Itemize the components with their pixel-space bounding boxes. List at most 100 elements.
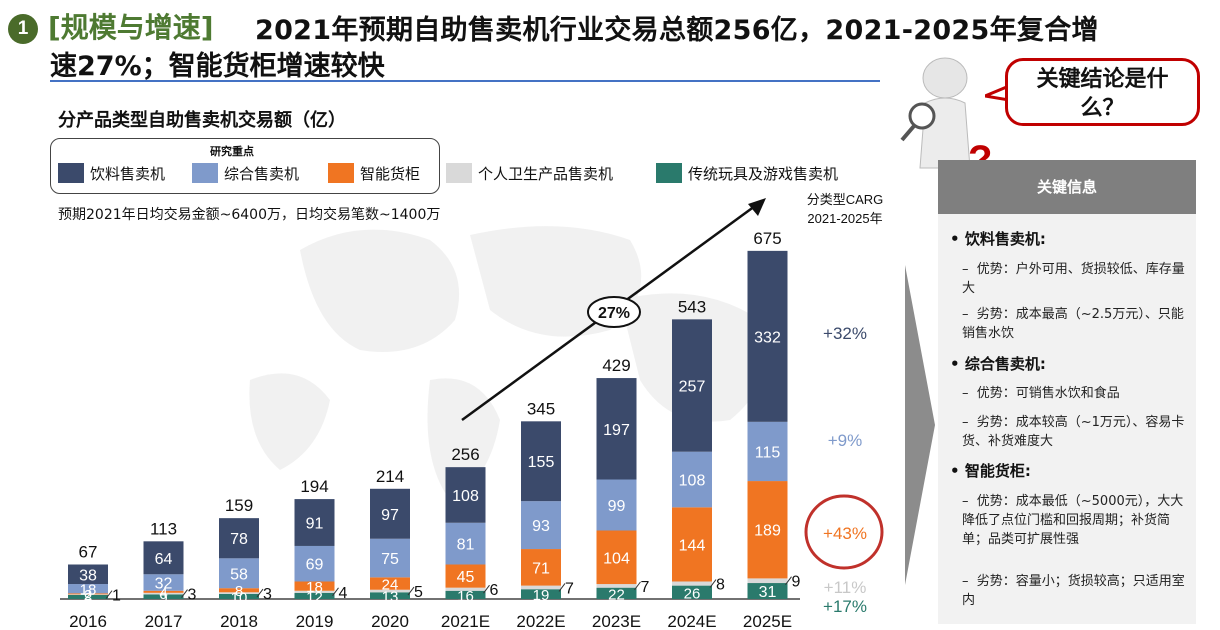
bar-segment-2020-4 <box>370 488 410 539</box>
data-label-2025E-3: 115 <box>755 444 781 461</box>
bar-segment-2019-0 <box>294 592 335 599</box>
bars-group <box>68 250 788 599</box>
thinking-figure-icon: ? <box>900 57 992 182</box>
legend-label-beverage: 饮料售卖机 <box>90 164 166 183</box>
data-label-2023E-2: 104 <box>603 550 630 567</box>
bar-segment-2020-0 <box>370 592 410 599</box>
leader-line-2016 <box>105 590 113 599</box>
carg-smart-cabinet: +43% <box>823 524 867 543</box>
header-divider <box>50 80 880 82</box>
callout-tail <box>985 84 1009 102</box>
total-label-2017: 113 <box>150 519 177 538</box>
callout-line2: 么？ <box>1080 96 1125 121</box>
bar-segment-2019-4 <box>294 499 335 546</box>
data-label-2017-0: 9 <box>159 590 167 607</box>
data-label-2016-3: 18 <box>80 582 97 599</box>
bar-segment-2024E-0 <box>672 585 712 599</box>
x-tick-2016: 2016 <box>69 612 107 630</box>
total-label-2018: 159 <box>225 496 253 515</box>
bar-segment-2019-3 <box>294 545 335 582</box>
data-label-2025E-4: 332 <box>754 329 781 346</box>
data-label-2023E-0: 22 <box>608 586 625 603</box>
bar-segment-2021E-1 <box>445 587 486 591</box>
bar-segment-2020-3 <box>370 538 410 578</box>
callout-line1: 关键结论是什 <box>1036 67 1169 92</box>
bar-segment-2018-0 <box>219 593 259 599</box>
legend-item-combo: 综合售卖机 <box>192 160 299 186</box>
data-label-2019-2: 18 <box>306 579 323 596</box>
leader-line-2018 <box>256 588 264 598</box>
panel-heading-combo: • 综合售卖机: <box>950 355 1046 373</box>
data-label-2022E-3: 93 <box>532 518 550 535</box>
bar-segment-2019-1 <box>294 590 335 593</box>
total-label-2022E: 345 <box>527 399 555 418</box>
legend-label-toys: 传统玩具及游戏售卖机 <box>688 164 839 183</box>
bar-segment-2017-0 <box>143 594 184 599</box>
data-label-2025E-1: 9 <box>792 574 801 591</box>
carg-combo: +9% <box>827 431 863 450</box>
bar-segment-2019-2 <box>294 581 335 591</box>
data-label-2025E-0: 31 <box>759 584 777 601</box>
data-label-2016-0: 8 <box>84 590 92 607</box>
carg-header: 分类型CARG 2021-2025年 <box>790 190 900 228</box>
bar-segment-2017-1 <box>143 592 184 595</box>
data-label-2021E-2: 45 <box>457 569 475 586</box>
bar-segment-2025E-2 <box>747 481 788 579</box>
leader-line-2020 <box>407 586 415 596</box>
x-tick-2021E: 2021E <box>441 612 490 630</box>
data-label-2021E-4: 108 <box>452 488 479 505</box>
x-tick-2018: 2018 <box>220 612 258 630</box>
bar-segment-2024E-4 <box>672 319 712 452</box>
x-tick-2020: 2020 <box>371 612 409 630</box>
legend-swatch-hygiene <box>446 163 472 183</box>
total-label-2025E: 675 <box>753 229 781 248</box>
growth-arrow-head <box>748 198 766 216</box>
legend-label-hygiene: 个人卫生产品售卖机 <box>478 164 614 183</box>
bar-segment-2016-3 <box>68 584 108 594</box>
bar-segment-2016-2 <box>68 593 108 595</box>
legend-item-toys: 传统玩具及游戏售卖机 <box>656 160 838 186</box>
page-title-line2: 速27%；智能货柜增速较快 <box>50 51 385 82</box>
total-label-2020: 214 <box>376 467 404 486</box>
bar-segment-2018-4 <box>219 518 259 559</box>
data-label-2024E-2: 144 <box>679 537 706 554</box>
leader-line-2024E <box>709 579 717 588</box>
data-label-2021E-1: 6 <box>490 582 499 599</box>
data-label-2019-1: 4 <box>339 585 348 602</box>
legend-item-beverage: 饮料售卖机 <box>58 160 165 186</box>
data-label-2021E-0: 16 <box>457 588 474 605</box>
data-label-2022E-4: 155 <box>528 454 555 471</box>
chart-title: 分产品类型自助售卖机交易额（亿） <box>58 110 346 131</box>
total-label-2019: 194 <box>300 477 328 496</box>
legend-swatch-beverage <box>58 163 84 183</box>
bar-segment-2016-1 <box>68 594 108 595</box>
bar-segment-2025E-4 <box>747 250 788 422</box>
x-tick-2022E: 2022E <box>516 612 565 630</box>
carg-header-line2: 2021-2025年 <box>807 211 883 226</box>
bar-segment-2022E-4 <box>521 421 561 502</box>
data-label-2020-2: 24 <box>382 577 399 594</box>
legend-item-hygiene: 个人卫生产品售卖机 <box>446 160 613 186</box>
legend-swatch-smart-cabinet <box>328 163 354 183</box>
leader-line-2021E <box>483 584 490 594</box>
bar-segment-2023E-0 <box>596 587 637 599</box>
bar-segment-2022E-3 <box>521 501 561 550</box>
section-number-badge: 1 <box>8 14 38 44</box>
data-label-2024E-4: 257 <box>679 379 706 396</box>
data-label-2020-0: 13 <box>382 589 399 606</box>
bar-segment-2022E-2 <box>521 549 561 586</box>
x-tick-2024E: 2024E <box>667 612 716 630</box>
bar-segment-2017-4 <box>143 541 184 575</box>
data-label-2018-0: 10 <box>231 589 248 606</box>
panel-item-smart-cabinet-con: – 劣势：容量小；货损较高；只适用室内 <box>962 574 1185 608</box>
bar-segment-2024E-2 <box>672 507 712 582</box>
data-label-2021E-3: 81 <box>457 537 475 554</box>
data-label-2017-3: 32 <box>155 576 173 593</box>
bar-segment-2020-2 <box>370 577 410 590</box>
total-label-2016: 67 <box>79 542 98 561</box>
section-tag: [规模与增速] <box>48 11 214 44</box>
panel-item-smart-cabinet-pro: – 优势：成本最低（~5000元），大大降低了点位门槛和回报周期；补货简单；品类… <box>962 494 1184 547</box>
data-label-2024E-1: 8 <box>716 577 725 594</box>
leader-line-2017 <box>181 589 188 598</box>
